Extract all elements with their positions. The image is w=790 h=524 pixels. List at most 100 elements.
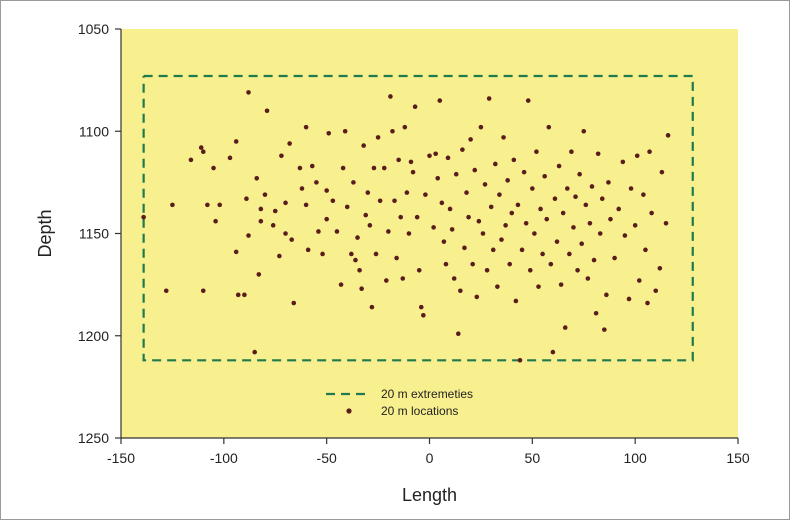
data-point	[398, 214, 404, 220]
data-point	[303, 124, 309, 130]
x-tick-label: -150	[107, 450, 135, 466]
extremeties-dashed-line	[142, 74, 694, 362]
data-point	[369, 304, 375, 310]
data-point	[599, 196, 605, 202]
data-point	[367, 223, 373, 228]
data-point	[564, 186, 570, 191]
data-point	[412, 104, 418, 110]
data-point	[377, 198, 383, 204]
data-point	[620, 159, 626, 165]
y-tick-label: 1150	[79, 226, 109, 242]
data-point	[324, 216, 329, 222]
data-point	[589, 184, 595, 189]
data-point	[365, 190, 371, 195]
data-point	[460, 147, 465, 152]
data-point	[386, 229, 391, 234]
data-point	[573, 194, 578, 199]
data-point	[423, 192, 428, 197]
data-point	[628, 186, 634, 191]
data-point	[643, 247, 648, 253]
data-point	[163, 288, 169, 294]
data-point	[612, 255, 617, 261]
data-point	[326, 130, 332, 136]
data-point	[244, 196, 249, 202]
data-point	[200, 288, 206, 294]
data-point	[252, 349, 257, 355]
data-point	[663, 220, 669, 226]
data-point	[258, 218, 264, 224]
data-point	[340, 165, 346, 171]
data-point	[591, 257, 597, 263]
data-point	[353, 257, 358, 263]
x-tick-label: 100	[623, 450, 647, 466]
data-point	[608, 216, 613, 222]
data-point	[384, 278, 389, 283]
data-point	[305, 247, 311, 253]
data-point	[583, 202, 589, 208]
data-point	[472, 167, 478, 173]
data-point	[375, 135, 381, 140]
data-point	[418, 304, 424, 310]
data-point	[501, 135, 506, 140]
data-point	[392, 198, 397, 204]
data-point	[359, 286, 364, 292]
data-point	[649, 210, 654, 216]
data-point	[626, 296, 632, 302]
data-point	[334, 229, 340, 234]
data-point	[211, 165, 216, 171]
data-point	[597, 231, 603, 236]
data-point	[659, 169, 665, 175]
data-point	[486, 96, 492, 101]
data-point	[235, 292, 241, 298]
data-point	[363, 212, 369, 218]
data-point	[357, 268, 362, 273]
data-point	[256, 272, 262, 277]
data-point	[534, 149, 539, 154]
data-point	[532, 231, 537, 236]
x-tick-label: -100	[210, 450, 238, 466]
data-point	[198, 145, 204, 150]
data-point	[394, 255, 399, 261]
data-point	[567, 251, 572, 257]
data-point	[283, 231, 288, 236]
data-point	[523, 220, 529, 226]
data-point	[552, 196, 558, 202]
data-point	[449, 227, 455, 232]
data-point	[291, 300, 297, 306]
data-point	[550, 349, 556, 355]
data-point	[488, 204, 494, 210]
data-point	[665, 133, 671, 138]
data-point	[433, 151, 438, 157]
data-point	[571, 225, 576, 230]
data-point	[575, 268, 580, 273]
data-point	[264, 108, 270, 114]
data-point	[622, 233, 628, 238]
data-point	[445, 155, 451, 161]
data-point	[314, 180, 319, 185]
data-point	[258, 206, 264, 212]
data-point	[525, 98, 531, 103]
data-point	[217, 202, 223, 208]
y-tick-label: 1250	[78, 430, 109, 446]
data-point	[437, 98, 443, 103]
data-point	[527, 268, 533, 273]
data-point	[277, 253, 282, 259]
data-point	[484, 268, 490, 273]
data-point	[188, 157, 194, 163]
data-point	[309, 163, 315, 169]
data-point	[361, 143, 366, 148]
data-point	[507, 261, 513, 267]
data-point	[490, 247, 496, 253]
data-point	[338, 282, 344, 287]
legend-label-extremeties: 20 m extremeties	[381, 387, 473, 401]
data-point	[546, 124, 552, 130]
data-point	[657, 265, 663, 271]
y-tick-label: 1100	[79, 123, 109, 139]
data-point	[427, 153, 432, 159]
data-point	[480, 231, 486, 236]
data-point	[451, 276, 457, 281]
data-point	[509, 210, 515, 216]
data-point	[421, 313, 426, 318]
plot-area	[121, 29, 738, 438]
